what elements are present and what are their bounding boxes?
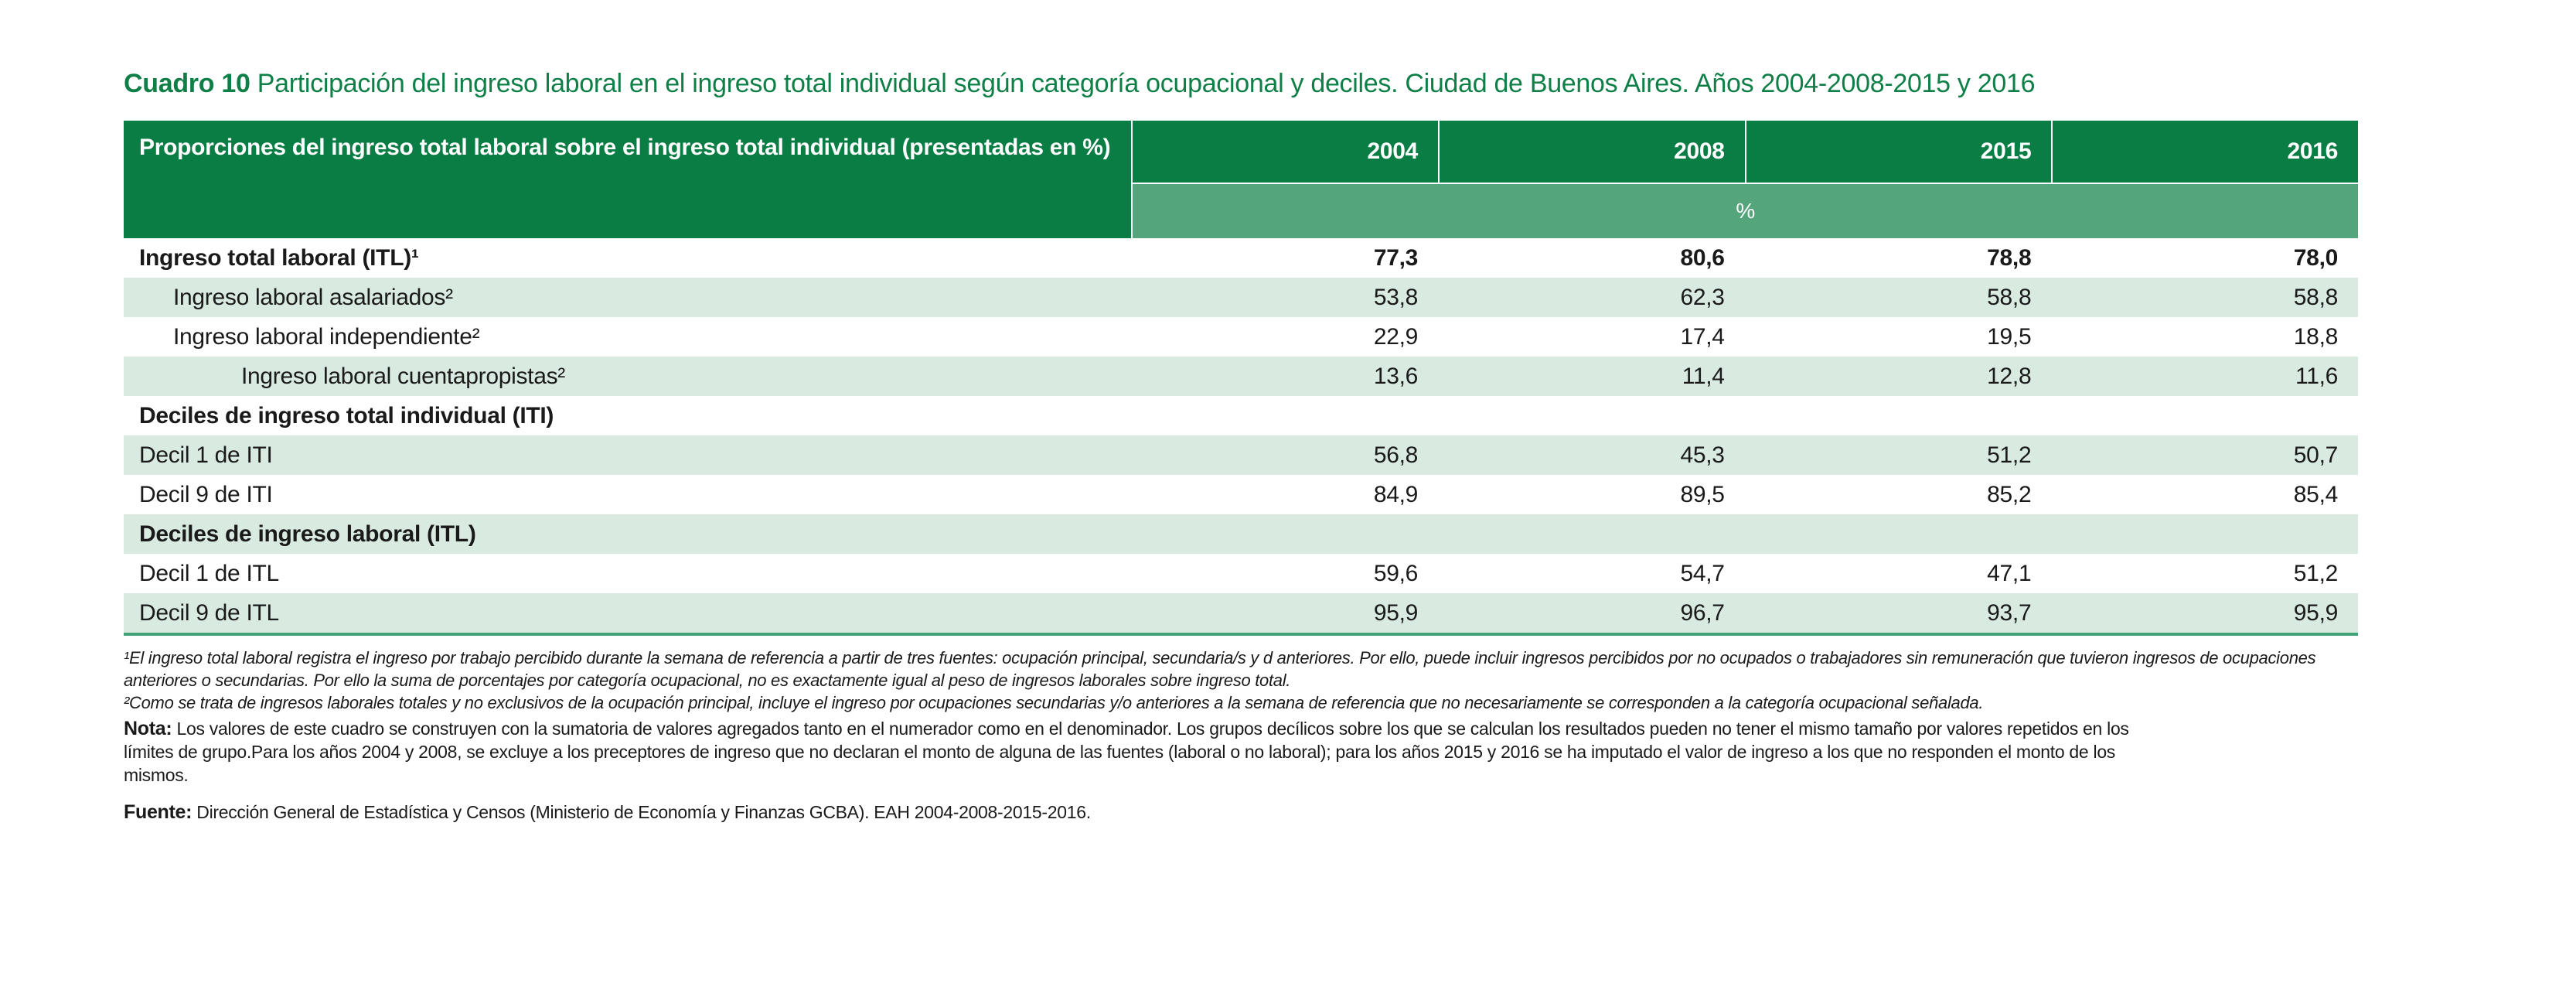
row-label: Decil 9 de ITL	[139, 599, 279, 626]
row-label: Decil 9 de ITI	[139, 481, 273, 507]
row-value: 13,6	[1373, 363, 1419, 389]
row-values	[1131, 396, 2358, 435]
page: Cuadro 10 Participación del ingreso labo…	[0, 67, 2576, 990]
row-value: 80,6	[1680, 244, 1725, 271]
footnote-1: ¹El ingreso total laboral registra el in…	[124, 648, 2316, 690]
row-value: 50,7	[2293, 442, 2339, 468]
note-label: Nota:	[124, 718, 172, 739]
row-value: 95,9	[2293, 599, 2339, 626]
row-values: 13,6 11,4 12,8 11,6	[1131, 357, 2358, 396]
row-value	[1131, 396, 1438, 435]
table-number: Cuadro 10	[124, 69, 250, 98]
row-value: 54,7	[1680, 560, 1725, 586]
table-header: Proporciones del ingreso total laboral s…	[124, 121, 2358, 238]
table-title: Cuadro 10 Participación del ingreso labo…	[124, 67, 2358, 101]
table-row: Ingreso laboral asalariados² 53,8 62,3 58,8…	[124, 278, 2358, 317]
row-value: 58,8	[1987, 284, 2032, 310]
year-header: 2008	[1438, 121, 1745, 183]
row-value	[1745, 514, 2052, 554]
row-value: 59,6	[1373, 560, 1419, 586]
table-row: Ingreso laboral cuentapropistas² 13,6 11,4…	[124, 357, 2358, 396]
footnote-2: ²Como se trata de ingresos laborales tot…	[124, 693, 1984, 712]
row-values: 22,9 17,4 19,5 18,8	[1131, 317, 2358, 357]
table-row: Deciles de ingreso laboral (ITL)	[124, 514, 2358, 554]
content: Cuadro 10 Participación del ingreso labo…	[124, 67, 2358, 824]
row-value	[2051, 396, 2358, 435]
table-row: Ingreso total laboral (ITL)¹ 77,3 80,6 78,8…	[124, 238, 2358, 278]
row-value: 84,9	[1373, 481, 1419, 507]
row-value: 11,6	[2295, 363, 2338, 389]
row-value: 18,8	[2293, 323, 2339, 350]
source: Fuente: Dirección General de Estadística…	[124, 801, 2358, 824]
row-value	[1438, 514, 1745, 554]
year-header: 2015	[1744, 121, 2052, 183]
source-text: Dirección General de Estadística y Censo…	[196, 802, 1091, 822]
row-label: Ingreso laboral cuentapropistas²	[241, 363, 565, 389]
row-label: Ingreso laboral asalariados²	[173, 284, 453, 310]
footnotes: ¹El ingreso total laboral registra el in…	[124, 647, 2358, 714]
row-value: 51,2	[1987, 442, 2032, 468]
row-values: 56,8 45,3 51,2 50,7	[1131, 435, 2358, 475]
title-text: Participación del ingreso laboral en el …	[257, 69, 2036, 98]
header-label: Proporciones del ingreso total laboral s…	[124, 121, 1132, 238]
row-value: 17,4	[1680, 323, 1725, 350]
table-row: Decil 9 de ITI 84,9 89,5 85,2 85,4	[124, 475, 2358, 514]
note: Nota: Los valores de este cuadro se cons…	[124, 717, 2180, 787]
row-value: 77,3	[1373, 244, 1419, 271]
row-value: 45,3	[1680, 442, 1725, 468]
data-table: Proporciones del ingreso total laboral s…	[124, 121, 2358, 636]
row-value: 12,8	[1987, 363, 2032, 389]
table-row: Decil 1 de ITL 59,6 54,7 47,1 51,2	[124, 554, 2358, 593]
unit-label: %	[1736, 199, 1755, 223]
row-value	[1131, 514, 1438, 554]
row-value: 53,8	[1373, 284, 1419, 310]
table-body: Ingreso total laboral (ITL)¹ 77,3 80,6 78,8…	[124, 238, 2358, 636]
row-value: 47,1	[1987, 560, 2032, 586]
row-value: 78,0	[2293, 244, 2339, 271]
table-row: Decil 9 de ITL 95,9 96,7 93,7 95,9	[124, 593, 2358, 633]
row-values: 53,8 62,3 58,8 58,8	[1131, 278, 2358, 317]
row-label: Decil 1 de ITL	[139, 560, 279, 586]
row-values: 59,6 54,7 47,1 51,2	[1131, 554, 2358, 593]
row-value: 62,3	[1680, 284, 1725, 310]
year-headers: 2004 2008 2015 2016	[1133, 121, 2358, 183]
row-values: 84,9 89,5 85,2 85,4	[1131, 475, 2358, 514]
row-value: 58,8	[2293, 284, 2339, 310]
row-label: Decil 1 de ITI	[139, 442, 273, 468]
row-label: Deciles de ingreso laboral (ITL)	[139, 521, 476, 547]
row-values: 95,9 96,7 93,7 95,9	[1131, 593, 2358, 633]
row-value	[2051, 514, 2358, 554]
row-value: 85,4	[2293, 481, 2339, 507]
unit-row: %	[1133, 183, 2358, 238]
table-row: Deciles de ingreso total individual (ITI…	[124, 396, 2358, 435]
row-value: 11,4	[1682, 363, 1725, 389]
row-label: Deciles de ingreso total individual (ITI…	[139, 402, 554, 428]
year-header: 2016	[2051, 121, 2358, 183]
row-value: 51,2	[2293, 560, 2339, 586]
row-value: 22,9	[1373, 323, 1419, 350]
row-value: 89,5	[1680, 481, 1725, 507]
row-values	[1131, 514, 2358, 554]
header-years: 2004 2008 2015 2016 %	[1131, 121, 2358, 238]
row-value	[1438, 396, 1745, 435]
source-label: Fuente:	[124, 801, 193, 823]
row-value	[1745, 396, 2052, 435]
note-text: Los valores de este cuadro se construyen…	[124, 719, 2129, 785]
row-value: 85,2	[1987, 481, 2032, 507]
row-value: 56,8	[1373, 442, 1419, 468]
row-values: 77,3 80,6 78,8 78,0	[1131, 238, 2358, 278]
row-value: 78,8	[1987, 244, 2032, 271]
row-value: 96,7	[1680, 599, 1725, 626]
row-value: 19,5	[1987, 323, 2032, 350]
table-row: Ingreso laboral independiente² 22,9 17,4 19…	[124, 317, 2358, 357]
row-label: Ingreso total laboral (ITL)¹	[139, 244, 419, 271]
row-value: 95,9	[1373, 599, 1419, 626]
year-header: 2004	[1133, 121, 1439, 183]
row-value: 93,7	[1987, 599, 2032, 626]
row-label: Ingreso laboral independiente²	[173, 323, 480, 350]
table-row: Decil 1 de ITI 56,8 45,3 51,2 50,7	[124, 435, 2358, 475]
